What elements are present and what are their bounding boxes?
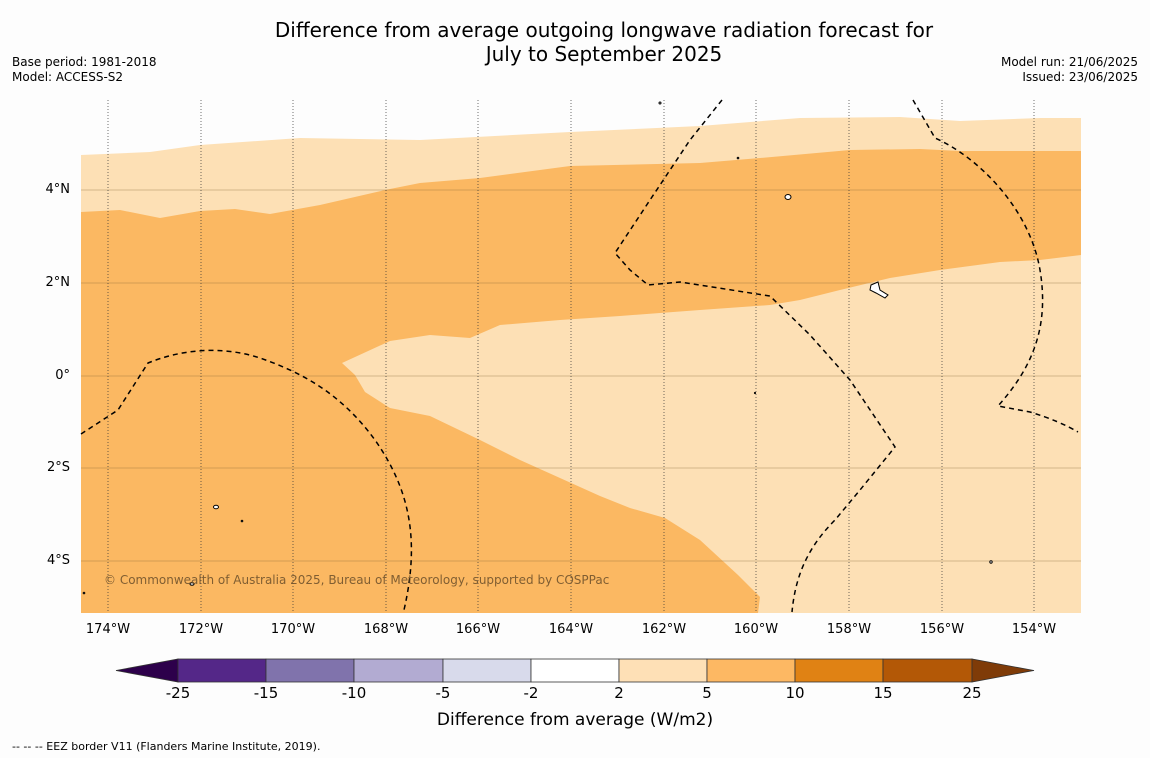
lat-label: 4°S (46, 553, 70, 568)
meta-left: Base period: 1981-2018 Model: ACCESS-S2 (12, 55, 157, 85)
lon-label: 160°W (733, 622, 779, 637)
lon-label: 154°W (1011, 622, 1057, 637)
lon-label: 158°W (826, 622, 872, 637)
colorbar-tick-label: -10 (341, 684, 367, 702)
chart-title: Difference from average outgoing longwav… (200, 18, 1008, 66)
colorbar-segment (353, 658, 444, 683)
lon-label: 166°W (455, 622, 501, 637)
colorbar-high-extension (971, 658, 1035, 683)
issued-date: Issued: 23/06/2025 (1022, 70, 1138, 84)
colorbar-segment (442, 658, 532, 683)
colorbar-tick-label: 15 (873, 684, 893, 702)
island (753, 391, 757, 395)
map-area (80, 99, 1081, 613)
title-line-1: Difference from average outgoing longwav… (274, 18, 934, 42)
colorbar-tick-label: -5 (435, 684, 451, 702)
lat-label: 0° (55, 368, 70, 383)
latitude-gridlines (81, 189, 1081, 562)
lon-label: 156°W (919, 622, 965, 637)
lon-label: 164°W (548, 622, 594, 637)
model-name: Model: ACCESS-S2 (12, 70, 124, 84)
island (989, 560, 993, 564)
colorbar-segment (177, 658, 267, 683)
lon-label: 162°W (641, 622, 687, 637)
region-5-to-10 (81, 149, 1081, 613)
island (658, 101, 662, 105)
colorbar (115, 658, 1035, 683)
island (784, 194, 792, 200)
title-line-2: July to September 2025 (485, 42, 723, 66)
eez-border-central (614, 99, 896, 613)
eez-footnote: -- -- -- EEZ border V11 (Flanders Marine… (12, 740, 321, 753)
lat-label: 4°N (45, 182, 71, 197)
island (82, 591, 86, 595)
lon-label: 168°W (363, 622, 409, 637)
colorbar-tick-label: 2 (614, 684, 624, 702)
lat-label: 2°N (45, 275, 71, 290)
base-period: Base period: 1981-2018 (12, 55, 157, 69)
colorbar-tick-label: -2 (523, 684, 539, 702)
colorbar-segment (706, 658, 796, 683)
colorbar-segment (794, 658, 884, 683)
lon-label: 170°W (270, 622, 316, 637)
island (213, 504, 219, 510)
colorbar-low-extension (115, 658, 179, 683)
colorbar-tick-label: 10 (785, 684, 805, 702)
eez-border-east (912, 99, 1079, 433)
islands (82, 101, 993, 595)
lat-label: 2°S (46, 460, 70, 475)
meta-right: Model run: 21/06/2025 Issued: 23/06/2025 (1001, 55, 1138, 85)
island (736, 156, 740, 160)
island (869, 281, 889, 299)
colorbar-segment (882, 658, 973, 683)
model-run: Model run: 21/06/2025 (1000, 55, 1138, 69)
lon-label: 172°W (178, 622, 224, 637)
eez-border-west (80, 349, 413, 611)
colorbar-tick-label: 25 (962, 684, 982, 702)
lon-label: 174°W (85, 622, 131, 637)
island (189, 582, 195, 586)
colorbar-tick-label: -15 (253, 684, 279, 702)
colorbar-segment (265, 658, 355, 683)
no-data-top (81, 100, 1081, 155)
colorbar-tick-label: 5 (702, 684, 712, 702)
eez-borders (80, 99, 1079, 613)
colorbar-segment (530, 658, 620, 683)
copyright-notice: © Commonwealth of Australia 2025, Bureau… (104, 573, 610, 587)
island (240, 519, 244, 523)
colorbar-tick-label: -25 (165, 684, 191, 702)
colorbar-segment (618, 658, 708, 683)
colorbar-title: Difference from average (W/m2) (436, 710, 714, 730)
